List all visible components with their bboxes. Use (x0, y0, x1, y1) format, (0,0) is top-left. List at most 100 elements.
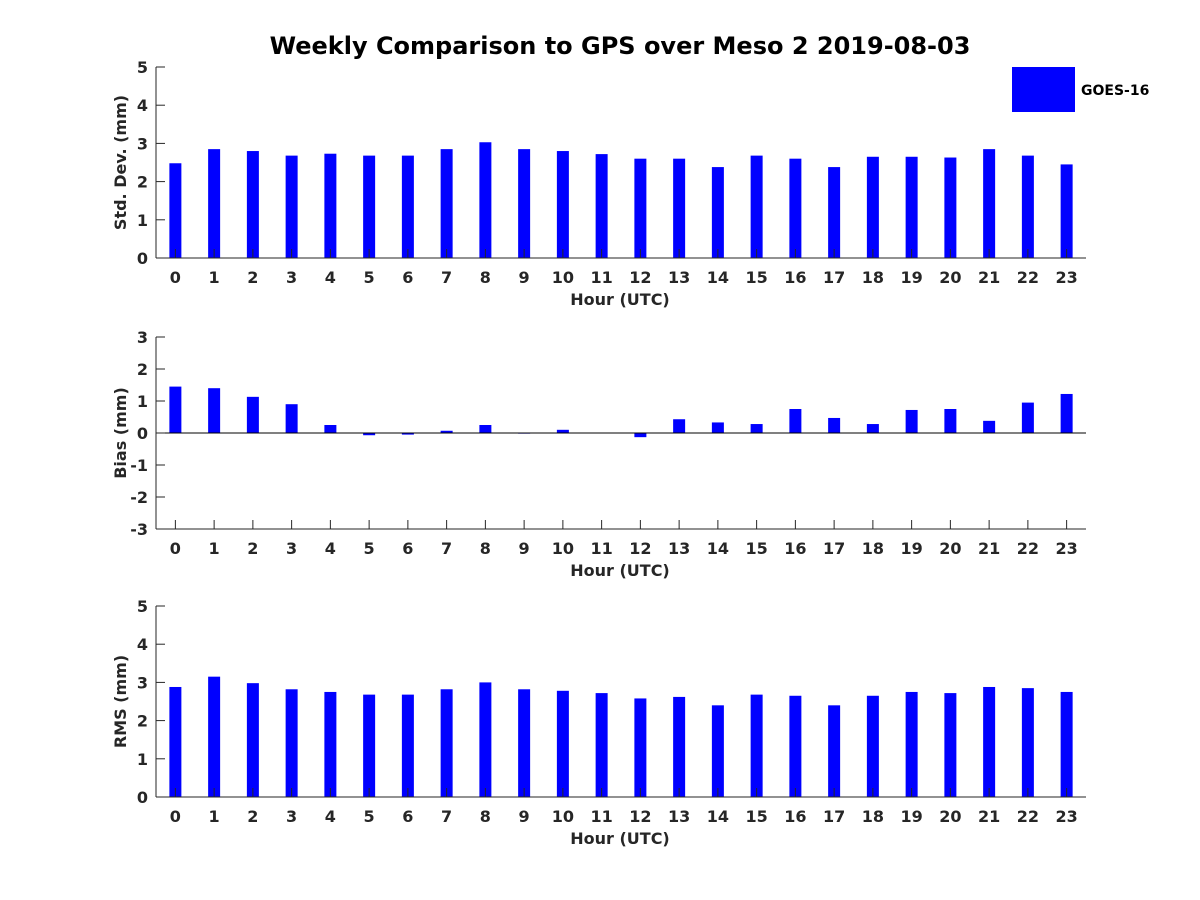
bar-bias-18 (866, 424, 879, 433)
x-tick-label: 11 (590, 539, 612, 558)
x-tick-label: 17 (823, 807, 845, 826)
bar-std-dev-22 (1021, 155, 1034, 258)
y-axis-label: Std. Dev. (mm) (111, 95, 130, 230)
bar-rms-22 (1021, 688, 1034, 797)
x-tick-label: 18 (862, 807, 884, 826)
y-tick-label: -2 (130, 488, 148, 507)
bar-std-dev-1 (208, 149, 221, 258)
bar-std-dev-17 (828, 167, 841, 258)
x-tick-label: 21 (978, 539, 1000, 558)
y-tick-label: 5 (137, 58, 148, 77)
x-tick-label: 8 (480, 807, 491, 826)
x-tick-label: 10 (552, 539, 574, 558)
bar-bias-19 (905, 409, 918, 433)
bar-rms-14 (711, 705, 724, 797)
x-tick-label: 3 (286, 268, 297, 287)
bar-std-dev-4 (324, 153, 337, 258)
x-tick-label: 22 (1017, 807, 1039, 826)
x-tick-label: 14 (707, 807, 729, 826)
bar-bias-21 (983, 420, 996, 433)
x-tick-label: 3 (286, 807, 297, 826)
bar-bias-14 (711, 422, 724, 433)
x-tick-label: 14 (707, 268, 729, 287)
bar-std-dev-5 (363, 155, 376, 258)
bar-rms-10 (556, 690, 569, 797)
bar-bias-0 (169, 386, 182, 433)
x-axis-label: Hour (UTC) (570, 290, 670, 309)
bar-rms-2 (246, 683, 259, 797)
x-tick-label: 0 (170, 807, 181, 826)
bar-std-dev-2 (246, 151, 259, 258)
x-tick-label: 0 (170, 268, 181, 287)
y-tick-label: 3 (137, 673, 148, 692)
x-tick-label: 18 (862, 268, 884, 287)
x-tick-label: 21 (978, 807, 1000, 826)
bar-std-dev-3 (285, 155, 298, 258)
bar-rms-4 (324, 691, 337, 797)
x-tick-label: 21 (978, 268, 1000, 287)
x-tick-label: 6 (402, 539, 413, 558)
x-tick-label: 20 (939, 807, 961, 826)
y-tick-label: 5 (137, 597, 148, 616)
x-tick-label: 9 (519, 807, 530, 826)
bar-rms-8 (479, 682, 492, 797)
x-tick-label: 17 (823, 539, 845, 558)
legend-label: GOES-16 (1081, 83, 1149, 99)
x-tick-label: 23 (1055, 268, 1077, 287)
x-tick-label: 5 (364, 268, 375, 287)
x-tick-label: 20 (939, 268, 961, 287)
x-tick-label: 10 (552, 268, 574, 287)
y-axis-label: RMS (mm) (111, 655, 130, 748)
bar-bias-22 (1021, 402, 1034, 433)
x-tick-label: 12 (629, 807, 651, 826)
bar-std-dev-13 (673, 158, 686, 258)
x-tick-label: 15 (745, 539, 767, 558)
y-tick-label: 1 (137, 211, 148, 230)
x-tick-label: 23 (1055, 539, 1077, 558)
x-tick-label: 19 (900, 268, 922, 287)
x-tick-label: 16 (784, 539, 806, 558)
bar-bias-15 (750, 424, 763, 433)
x-tick-label: 12 (629, 268, 651, 287)
x-tick-label: 16 (784, 807, 806, 826)
bar-std-dev-19 (905, 156, 918, 258)
x-tick-label: 2 (247, 807, 258, 826)
x-tick-label: 22 (1017, 539, 1039, 558)
bar-rms-19 (905, 691, 918, 797)
x-tick-label: 4 (325, 539, 336, 558)
bar-rms-13 (673, 696, 686, 797)
bar-rms-3 (285, 689, 298, 797)
bar-rms-9 (518, 689, 531, 797)
x-tick-label: 9 (519, 268, 530, 287)
x-axis-label: Hour (UTC) (570, 561, 670, 580)
x-tick-label: 13 (668, 268, 690, 287)
bar-bias-20 (944, 409, 957, 433)
x-tick-label: 23 (1055, 807, 1077, 826)
bar-bias-5 (363, 433, 376, 436)
x-axis-label: Hour (UTC) (570, 829, 670, 848)
bar-bias-2 (246, 396, 259, 433)
bar-std-dev-10 (556, 151, 569, 258)
x-tick-label: 22 (1017, 268, 1039, 287)
x-tick-label: 13 (668, 539, 690, 558)
x-tick-label: 1 (209, 268, 220, 287)
bar-std-dev-11 (595, 154, 608, 258)
x-tick-label: 5 (364, 807, 375, 826)
x-tick-label: 12 (629, 539, 651, 558)
bar-std-dev-18 (866, 156, 879, 258)
bar-std-dev-9 (518, 149, 531, 258)
bar-std-dev-0 (169, 163, 182, 258)
x-tick-label: 1 (209, 539, 220, 558)
x-tick-label: 6 (402, 268, 413, 287)
bar-bias-7 (440, 430, 453, 433)
bar-bias-12 (634, 433, 647, 438)
x-tick-label: 15 (745, 807, 767, 826)
x-tick-label: 6 (402, 807, 413, 826)
bar-rms-17 (828, 705, 841, 797)
bar-bias-13 (673, 419, 686, 433)
bar-bias-10 (556, 429, 569, 433)
bar-std-dev-15 (750, 155, 763, 258)
